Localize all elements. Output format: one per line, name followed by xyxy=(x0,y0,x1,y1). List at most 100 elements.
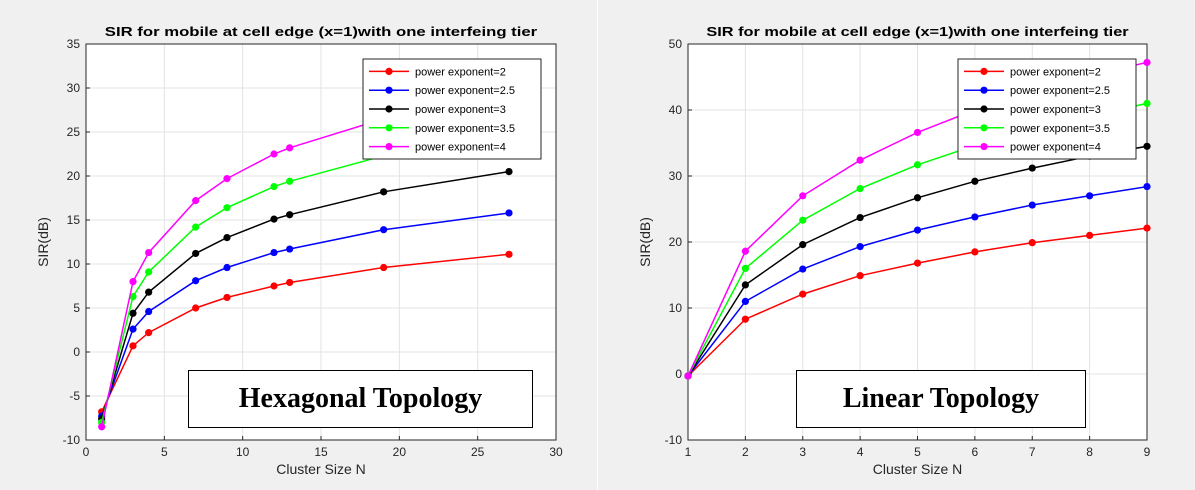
x-tick-label: 4 xyxy=(857,445,864,459)
data-point xyxy=(856,272,864,280)
y-tick-label: 15 xyxy=(67,213,81,227)
data-point xyxy=(1143,142,1151,150)
legend-entry: power exponent=3.5 xyxy=(1010,123,1110,135)
legend-swatch-marker xyxy=(385,143,393,151)
chart-hexagonal: 0 5 10 15 20 25 30 -10 -5 0 5 10 15 20 25 30 35 SIR for m… xyxy=(35,24,563,477)
y-tick-label: -5 xyxy=(69,389,80,403)
data-point xyxy=(741,264,749,272)
data-point xyxy=(129,309,137,317)
topology-label-hexagonal: Hexagonal Topology xyxy=(188,370,533,428)
data-point xyxy=(286,245,294,253)
data-point xyxy=(505,250,513,258)
y-tick-label: 10 xyxy=(669,301,683,315)
x-tick-label: 7 xyxy=(1029,445,1036,459)
y-tick-label: 50 xyxy=(669,37,683,51)
x-tick-label: 1 xyxy=(685,445,692,459)
x-tick-label: 8 xyxy=(1086,445,1093,459)
x-tick-label: 30 xyxy=(549,445,563,459)
y-tick-label: 0 xyxy=(675,367,682,381)
y-tick-label: 40 xyxy=(669,103,683,117)
data-point xyxy=(971,248,979,256)
data-point xyxy=(145,288,153,296)
data-point xyxy=(799,265,807,273)
data-point xyxy=(799,241,807,249)
data-point xyxy=(223,204,231,212)
y-tick-label: 5 xyxy=(73,301,80,315)
data-point xyxy=(286,211,294,219)
axes-box xyxy=(85,43,557,441)
data-point xyxy=(380,226,388,234)
data-point xyxy=(192,223,200,231)
x-tick-label: 20 xyxy=(393,445,407,459)
data-point xyxy=(505,168,513,176)
data-point xyxy=(741,281,749,289)
legend-swatch-marker xyxy=(980,105,988,113)
legend-entry: power exponent=2 xyxy=(1010,66,1101,78)
data-point xyxy=(145,307,153,316)
y-axis-label: SIR(dB) xyxy=(35,217,51,267)
chart-panel-hexagonal: 0 5 10 15 20 25 30 -10 -5 0 5 10 15 20 25 30 35 SIR for m… xyxy=(0,0,597,490)
data-point xyxy=(913,128,922,137)
data-point xyxy=(856,213,864,222)
chart-panel-linear: 1 2 3 4 5 6 7 8 9 -10 0 10 20 30 40 50 SIR for mobile at… xyxy=(598,0,1195,490)
data-point xyxy=(223,263,231,272)
data-point xyxy=(1143,182,1151,191)
y-tick-label: 35 xyxy=(67,37,81,51)
data-point xyxy=(286,144,294,152)
data-point xyxy=(270,215,278,223)
data-point xyxy=(913,259,922,267)
data-point xyxy=(1143,224,1151,232)
chart-title: SIR for mobile at cell edge (x=1)with on… xyxy=(706,24,1128,39)
x-tick-label: 15 xyxy=(314,445,328,459)
y-tick-label: -10 xyxy=(63,433,81,447)
data-point xyxy=(1086,192,1094,200)
x-tick-label: 25 xyxy=(471,445,485,459)
legend-swatch-marker xyxy=(980,86,988,94)
y-tick-label: 20 xyxy=(67,169,81,183)
data-point xyxy=(741,247,749,255)
data-point xyxy=(145,248,153,257)
data-point xyxy=(192,249,200,258)
data-point xyxy=(380,188,388,196)
legend-entry: power exponent=3.5 xyxy=(415,123,515,135)
data-point xyxy=(129,325,137,333)
data-point xyxy=(856,184,864,193)
data-point xyxy=(270,182,278,191)
topology-label-linear: Linear Topology xyxy=(796,370,1086,428)
y-tick-label: -10 xyxy=(665,433,683,447)
data-point xyxy=(223,293,231,302)
data-point xyxy=(913,226,922,234)
y-axis-label: SIR(dB) xyxy=(637,217,653,267)
data-point xyxy=(98,423,106,431)
data-point xyxy=(684,372,692,380)
data-point xyxy=(223,175,231,183)
data-point xyxy=(270,282,278,290)
legend-entry: power exponent=4 xyxy=(1010,142,1101,154)
data-point xyxy=(380,263,388,272)
data-point xyxy=(270,150,278,158)
legend-swatch-marker xyxy=(385,67,393,75)
y-tick-label: 30 xyxy=(67,81,81,95)
data-point xyxy=(741,315,749,323)
legend-swatch-marker xyxy=(385,105,393,113)
data-point xyxy=(971,213,979,221)
y-tick-label: 25 xyxy=(67,125,81,139)
data-point xyxy=(286,177,294,185)
data-point xyxy=(1143,99,1151,107)
data-point xyxy=(192,197,200,205)
x-tick-label: 0 xyxy=(83,445,90,459)
data-point xyxy=(1143,58,1151,67)
x-tick-label: 5 xyxy=(161,445,168,459)
legend-swatch-marker xyxy=(385,86,393,94)
legend-entry: power exponent=4 xyxy=(415,142,506,154)
data-point xyxy=(913,194,922,202)
legend-entry: power exponent=2 xyxy=(415,66,506,78)
data-point xyxy=(270,248,278,257)
data-point xyxy=(913,161,922,169)
data-point xyxy=(971,177,979,185)
chart-title: SIR for mobile at cell edge (x=1)with on… xyxy=(105,24,537,39)
legend-entry: power exponent=2.5 xyxy=(1010,85,1110,97)
data-point xyxy=(741,297,749,305)
data-point xyxy=(1028,201,1036,209)
data-point xyxy=(192,304,200,312)
